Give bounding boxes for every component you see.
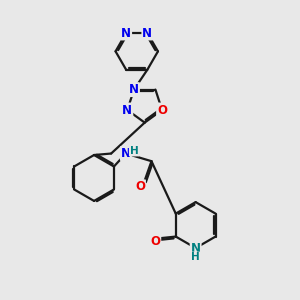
Text: N: N xyxy=(122,103,132,116)
Text: N: N xyxy=(129,83,139,96)
Text: N: N xyxy=(190,242,201,254)
Text: N: N xyxy=(121,26,131,40)
Text: N: N xyxy=(142,26,152,40)
Text: O: O xyxy=(157,103,167,116)
Text: O: O xyxy=(150,235,160,248)
Text: H: H xyxy=(130,146,139,156)
Text: N: N xyxy=(121,147,131,160)
Text: O: O xyxy=(135,180,145,193)
Text: H: H xyxy=(191,253,200,262)
